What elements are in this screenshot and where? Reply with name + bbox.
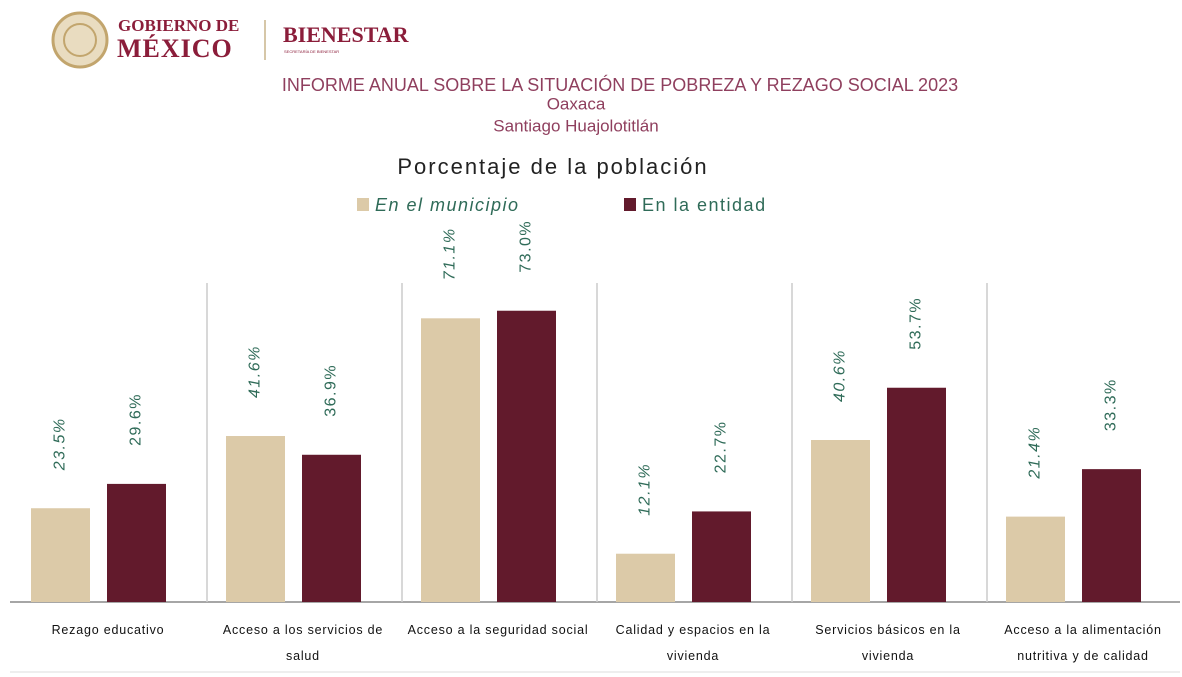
agency-sub: SECRETARÍA DE BIENESTAR — [284, 49, 339, 54]
value-label: 23.5% — [52, 417, 69, 471]
value-label: 73.0% — [518, 220, 535, 273]
bar — [421, 318, 480, 602]
category-label: Rezago educativo — [51, 623, 165, 637]
emblem — [51, 11, 109, 69]
category-label: Servicios básicos en la vivienda — [815, 623, 961, 663]
value-label: 22.7% — [713, 421, 730, 474]
bar — [1006, 516, 1065, 602]
bar — [1082, 469, 1141, 602]
emblem-inner — [63, 23, 97, 57]
bar — [887, 387, 946, 602]
report-municipality: Santiago Huajolotitlán — [493, 116, 658, 135]
bar — [226, 436, 285, 602]
legend-label: En el municipio — [375, 195, 520, 215]
bar — [811, 440, 870, 602]
bar — [616, 553, 675, 602]
legend-swatch — [624, 198, 636, 211]
report-title: INFORME ANUAL SOBRE LA SITUACIÓN DE POBR… — [282, 74, 958, 95]
legend-label: En la entidad — [642, 195, 767, 215]
bar — [497, 310, 556, 602]
bar — [31, 508, 90, 602]
value-label: 12.1% — [637, 463, 654, 516]
chart-title: Porcentaje de la población — [397, 154, 708, 179]
bar — [692, 511, 751, 602]
category-label: Acceso a la alimentación nutritiva y de … — [1004, 623, 1162, 663]
gov-line2: MÉXICO — [117, 34, 233, 63]
value-label: 53.7% — [908, 297, 925, 350]
report-state: Oaxaca — [547, 94, 606, 113]
gov-line1: GOBIERNO DE — [118, 16, 239, 35]
category-label: Calidad y espacios en la vivienda — [615, 623, 771, 663]
value-label: 33.3% — [1103, 378, 1120, 431]
value-label: 36.9% — [323, 364, 340, 417]
value-label: 71.1% — [442, 227, 459, 280]
value-label: 40.6% — [832, 349, 849, 402]
legend-swatch — [357, 198, 369, 211]
value-label: 41.6% — [247, 345, 264, 398]
value-label: 21.4% — [1027, 426, 1044, 480]
category-label: Acceso a los servicios de salud — [222, 623, 384, 663]
category-label: Acceso a la seguridad social — [407, 623, 589, 637]
bar — [107, 483, 166, 602]
value-label: 29.6% — [128, 393, 145, 446]
bar — [302, 454, 361, 602]
agency: BIENESTAR — [283, 22, 410, 47]
